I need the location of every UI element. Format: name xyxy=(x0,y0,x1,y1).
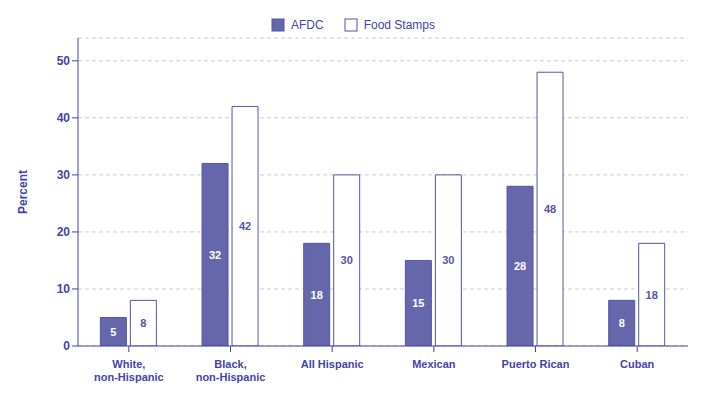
svg-text:48: 48 xyxy=(544,203,556,215)
svg-text:8: 8 xyxy=(140,317,146,329)
svg-text:10: 10 xyxy=(57,282,71,296)
svg-text:5: 5 xyxy=(110,326,116,338)
svg-text:18: 18 xyxy=(646,289,658,301)
svg-text:42: 42 xyxy=(239,220,251,232)
svg-text:Puerto Rican: Puerto Rican xyxy=(502,358,570,370)
html-text:AFDC: AFDC xyxy=(291,18,324,32)
svg-text:30: 30 xyxy=(341,254,353,266)
svg-text:18: 18 xyxy=(311,289,323,301)
html-text:Food Stamps: Food Stamps xyxy=(363,18,435,32)
svg-text:32: 32 xyxy=(209,249,221,261)
svg-text:Black,non-Hispanic: Black,non-Hispanic xyxy=(196,358,266,383)
svg-text:Cuban: Cuban xyxy=(620,358,655,370)
svg-text:0: 0 xyxy=(63,339,70,353)
svg-text:50: 50 xyxy=(57,54,71,68)
svg-text:All Hispanic: All Hispanic xyxy=(301,358,364,370)
svg-text:20: 20 xyxy=(57,225,71,239)
svg-text:Percent: Percent xyxy=(16,170,30,214)
svg-text:Mexican: Mexican xyxy=(412,358,456,370)
svg-text:28: 28 xyxy=(514,260,526,272)
svg-text:15: 15 xyxy=(412,297,424,309)
svg-text:8: 8 xyxy=(619,317,625,329)
svg-text:White,non-Hispanic: White,non-Hispanic xyxy=(94,358,164,383)
svg-text:30: 30 xyxy=(57,168,71,182)
svg-text:40: 40 xyxy=(57,111,71,125)
svg-text:30: 30 xyxy=(442,254,454,266)
